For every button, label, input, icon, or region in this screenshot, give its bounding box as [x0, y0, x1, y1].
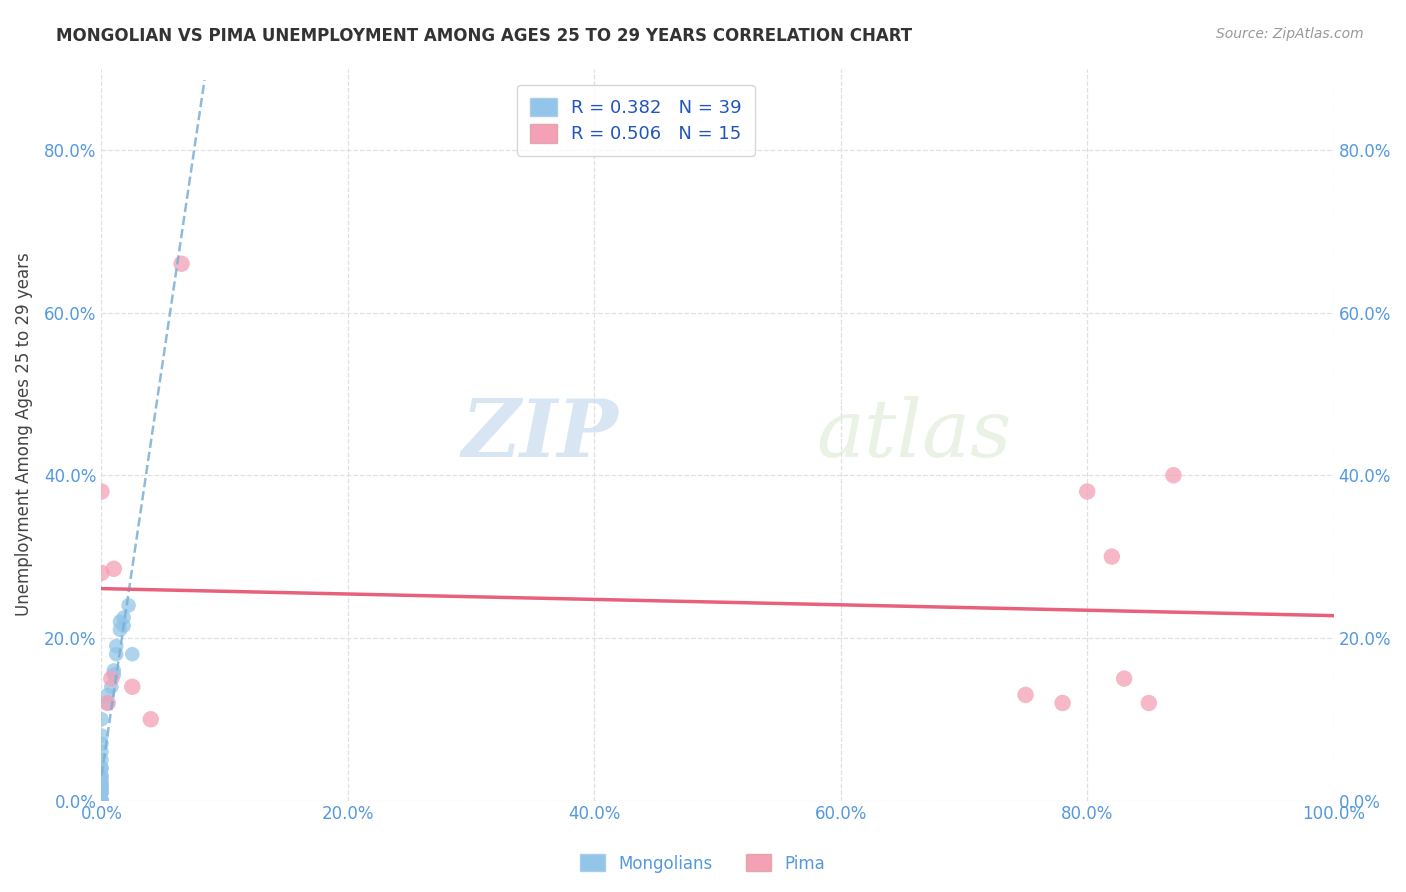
Point [90, 777, 112, 791]
Point [90, 794, 112, 808]
Point [90, 794, 112, 808]
Point [1163, 468, 1185, 483]
Point [90, 712, 112, 726]
Point [170, 257, 193, 271]
Point [90, 769, 112, 783]
Text: MONGOLIAN VS PIMA UNEMPLOYMENT AMONG AGES 25 TO 29 YEARS CORRELATION CHART: MONGOLIAN VS PIMA UNEMPLOYMENT AMONG AGE… [56, 27, 912, 45]
Point [90, 794, 112, 808]
Point [97, 688, 120, 702]
Point [90, 785, 112, 799]
Point [90, 753, 112, 767]
Point [90, 785, 112, 799]
Point [90, 566, 112, 580]
Point [90, 729, 112, 743]
Point [105, 639, 128, 653]
Point [90, 794, 112, 808]
Text: atlas: atlas [815, 396, 1011, 474]
Point [90, 794, 112, 808]
Point [121, 680, 143, 694]
Point [117, 599, 139, 613]
Point [90, 761, 112, 775]
Point [108, 615, 131, 629]
Point [1114, 672, 1136, 686]
Point [97, 696, 120, 710]
Point [90, 794, 112, 808]
Point [90, 737, 112, 751]
Point [121, 647, 143, 661]
Point [90, 794, 112, 808]
Point [90, 761, 112, 775]
Point [90, 773, 112, 788]
Text: ZIP: ZIP [463, 396, 619, 474]
Legend: Mongolians, Pima: Mongolians, Pima [574, 847, 832, 880]
Point [90, 794, 112, 808]
Point [1137, 696, 1160, 710]
Point [139, 712, 162, 726]
Point [103, 664, 125, 678]
Point [1076, 484, 1098, 499]
Point [90, 745, 112, 759]
Point [1052, 696, 1074, 710]
Point [1101, 549, 1123, 564]
Point [103, 562, 125, 576]
Y-axis label: Unemployment Among Ages 25 to 29 years: Unemployment Among Ages 25 to 29 years [15, 252, 32, 616]
Point [97, 696, 120, 710]
Point [90, 781, 112, 796]
Point [108, 623, 131, 637]
Point [103, 667, 125, 681]
Point [112, 610, 135, 624]
Point [105, 647, 128, 661]
Point [90, 769, 112, 783]
Point [90, 794, 112, 808]
Point [112, 618, 135, 632]
Point [100, 680, 122, 694]
Point [90, 781, 112, 796]
Point [90, 484, 112, 499]
Point [90, 785, 112, 799]
Text: Source: ZipAtlas.com: Source: ZipAtlas.com [1216, 27, 1364, 41]
Point [1014, 688, 1036, 702]
Point [90, 777, 112, 791]
Legend: R = 0.382   N = 39, R = 0.506   N = 15: R = 0.382 N = 39, R = 0.506 N = 15 [517, 85, 755, 156]
Point [100, 672, 122, 686]
